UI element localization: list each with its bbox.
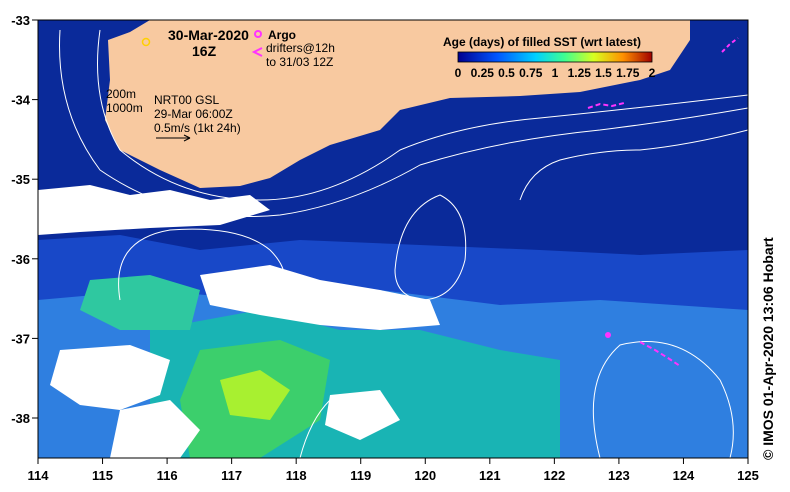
lat-tick-label: -35 (11, 172, 30, 187)
map-plot (38, 20, 748, 458)
colorbar (457, 51, 653, 63)
drifter-legend-label: drifters@12h (266, 41, 335, 55)
contour-1000m (59, 29, 748, 218)
eddy-contour-front (519, 129, 748, 201)
contour-200m (97, 29, 748, 201)
drifter-track (721, 37, 739, 53)
argo-float (141, 37, 151, 47)
drifter-legend-time: to 31/03 12Z (266, 55, 333, 69)
lat-tick-label: -38 (11, 411, 30, 426)
colorbar-tick-label: 1.5 (595, 66, 612, 80)
lon-tick-label: 124 (673, 468, 695, 483)
cloud-gap-small (325, 390, 400, 440)
argo-legend-label: Argo (268, 28, 296, 42)
drifter-track (587, 102, 625, 109)
cloud-gap-west (38, 185, 270, 235)
lon-tick-label: 117 (221, 468, 242, 483)
imos-credit: © IMOS 01-Apr-2020 13:06 Hobart (760, 237, 776, 460)
ocean-bright-patch (220, 370, 290, 420)
colorbar-tick-label: 1.25 (568, 66, 592, 80)
colorbar-tick-label: 0.25 (471, 66, 495, 80)
vector-scale-label: 0.5m/s (1kt 24h) (154, 121, 241, 135)
colorbar-title: Age (days) of filled SST (wrt latest) (443, 35, 641, 49)
colorbar-tick-label: 1.75 (616, 66, 640, 80)
cloud-gap-south (50, 345, 170, 410)
model-time: 29-Mar 06:00Z (154, 107, 233, 121)
lon-tick-label: 116 (157, 468, 178, 483)
map-hour: 16Z (192, 43, 217, 59)
lon-tick-label: 119 (350, 468, 371, 483)
eddy-contour-south (299, 399, 331, 458)
lon-tick-label: 125 (737, 468, 759, 483)
lat-tick-label: -34 (11, 93, 31, 108)
lat-tick-label: -36 (11, 252, 30, 267)
lon-tick-label: 123 (608, 468, 630, 483)
cloud-gap-south-2 (110, 400, 200, 458)
eddy-contour-southeast (592, 341, 734, 458)
latitude-axis: -33 -34 -35 -36 -37 -38 (11, 13, 38, 426)
ocean-green-zone-2 (80, 275, 200, 330)
eddy-contour-west (118, 228, 286, 311)
lon-tick-label: 122 (544, 468, 566, 483)
drifter-track (639, 341, 681, 367)
longitude-axis: 114 115 116 117 118 119 120 121 122 123 124 125 (28, 458, 759, 483)
argo-float (605, 332, 611, 338)
colorbar-tick-label: 0.75 (519, 66, 543, 80)
model-name: NRT00 GSL (154, 93, 219, 107)
lat-tick-label: -37 (11, 331, 30, 346)
contour-label-200: 200m (106, 87, 136, 101)
cloud-gap-central (200, 265, 440, 330)
colorbar-ticks: 0 0.25 0.5 0.75 1 1.25 1.5 1.75 2 (455, 66, 656, 80)
plot-frame (37, 19, 749, 459)
drifter-legend-icon (251, 47, 263, 57)
vector-scale-arrowhead (183, 134, 191, 142)
argo-legend-icon (254, 30, 262, 38)
contour-label-1000: 1000m (106, 101, 143, 115)
lon-tick-label: 114 (28, 468, 50, 483)
colorbar-tick-label: 0.5 (498, 66, 515, 80)
colorbar-tick-label: 0 (455, 66, 462, 80)
lon-tick-label: 120 (414, 468, 436, 483)
lon-tick-label: 115 (92, 468, 113, 483)
lon-tick-label: 121 (479, 468, 501, 483)
colorbar-tick-label: 2 (649, 66, 656, 80)
colorbar-tick-label: 1 (552, 66, 559, 80)
eddy-contour-central (394, 194, 467, 301)
lon-tick-label: 118 (286, 468, 307, 483)
lat-tick-label: -33 (11, 13, 30, 28)
map-date: 30-Mar-2020 (168, 27, 249, 43)
